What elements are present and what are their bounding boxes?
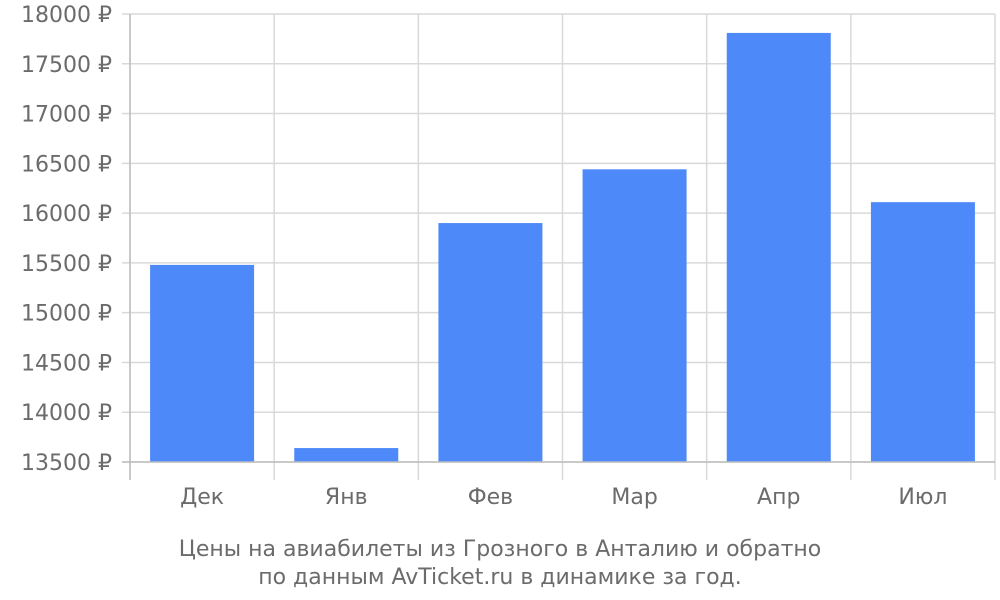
x-tick-label: Апр <box>757 485 800 510</box>
x-tick-labels: Дек Янв Фев Мар Апр Июл <box>180 485 947 510</box>
bar <box>582 169 687 462</box>
bars <box>150 32 975 462</box>
y-tick-label: 14000 ₽ <box>21 401 112 426</box>
y-tick-labels: 13500 ₽ 14000 ₽ 14500 ₽ 15000 ₽ 15500 ₽ 16000… <box>21 3 112 476</box>
y-tick-label: 15000 ₽ <box>21 302 112 327</box>
chart-caption-line-1: Цены на авиабилеты из Грозного в Анталию… <box>179 537 821 562</box>
y-tick-label: 18000 ₽ <box>21 3 112 28</box>
y-tick-label: 17000 ₽ <box>21 103 112 128</box>
x-tick-label: Фев <box>468 485 513 510</box>
bar <box>726 32 831 462</box>
x-tick-label: Дек <box>180 485 224 510</box>
axes <box>122 14 995 480</box>
chart-caption-line-2: по данным AvTicket.ru в динамике за год. <box>258 565 742 590</box>
y-tick-label: 16000 ₽ <box>21 202 112 227</box>
x-tick-label: Мар <box>611 485 657 510</box>
y-tick-label: 15500 ₽ <box>21 252 112 277</box>
x-tick-label: Янв <box>325 485 368 510</box>
bar <box>870 202 975 462</box>
bar <box>438 223 543 462</box>
y-tick-label: 14500 ₽ <box>21 351 112 376</box>
y-tick-label: 17500 ₽ <box>21 53 112 78</box>
y-tick-label: 13500 ₽ <box>21 451 112 476</box>
x-tick-label: Июл <box>898 485 947 510</box>
bar <box>150 264 255 462</box>
y-tick-label: 16500 ₽ <box>21 152 112 177</box>
bar <box>294 448 399 462</box>
